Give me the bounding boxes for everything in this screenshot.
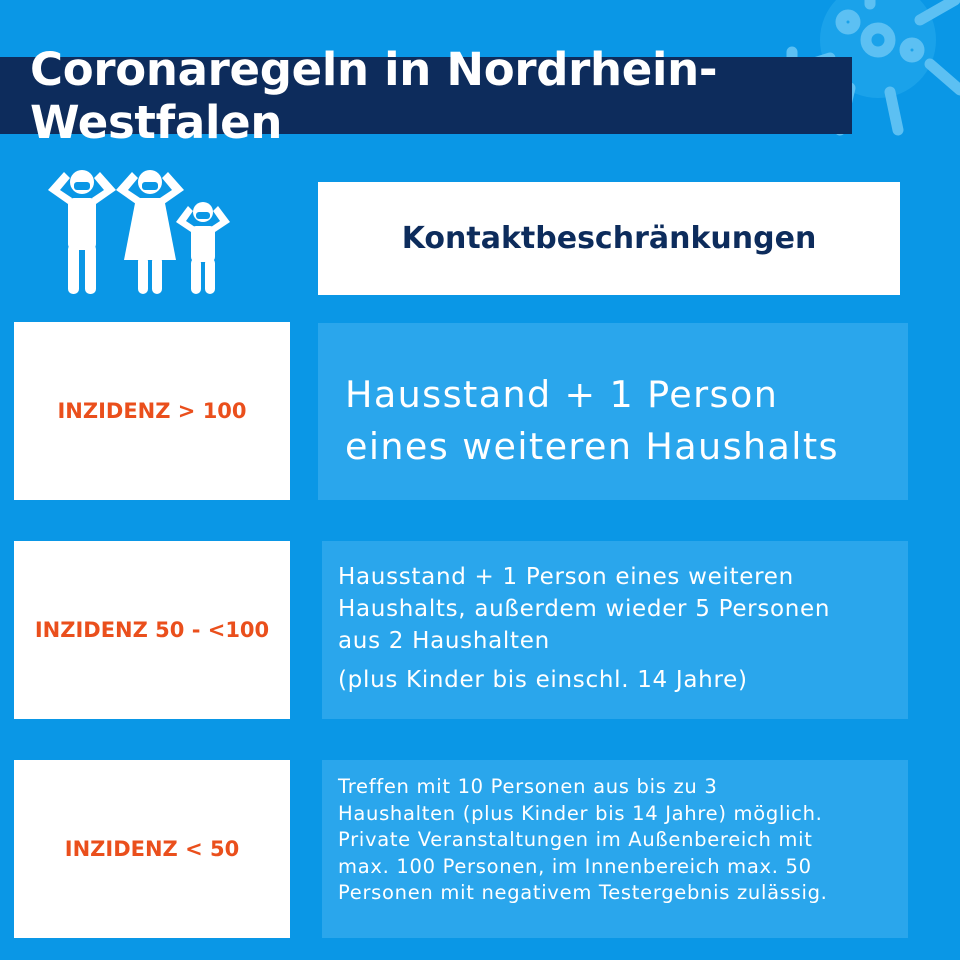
rule-text-over-100: Hausstand + 1 Person eines weiteren Haus… xyxy=(318,323,908,500)
rule-line: Hausstand + 1 Person xyxy=(345,373,779,416)
rule-text-50-to-100: Hausstand + 1 Person eines weiteren Haus… xyxy=(322,541,908,719)
masked-family-icon xyxy=(48,170,230,294)
rule-text-under-50: Treffen mit 10 Personen aus bis zu 3 Hau… xyxy=(322,760,908,938)
rule-line: Hausstand + 1 Person eines weiteren xyxy=(338,564,794,590)
page-title: Coronaregeln in Nordrhein-Westfalen xyxy=(0,43,852,149)
rule-line: Private Veranstaltungen im Außenbereich … xyxy=(338,828,813,851)
rule-line: Personen mit negativem Testergebnis zulä… xyxy=(338,881,828,904)
rule-line: aus 2 Haushalten xyxy=(338,628,550,654)
rule-line: eines weiteren Haushalts xyxy=(345,425,839,468)
rule-line: Haushalts, außerdem wieder 5 Personen xyxy=(338,596,831,622)
rule-note: (plus Kinder bis einschl. 14 Jahre) xyxy=(338,667,748,693)
rule-line: Haushalten (plus Kinder bis 14 Jahre) mö… xyxy=(338,801,823,825)
incidence-label-under-50: INZIDENZ < 50 xyxy=(14,760,290,938)
section-header: Kontaktbeschränkungen xyxy=(318,182,900,295)
incidence-label-50-to-100: INZIDENZ 50 - <100 xyxy=(14,541,290,719)
rule-line: max. 100 Personen, im Innenbereich max. … xyxy=(338,854,812,878)
rule-line: Treffen mit 10 Personen aus bis zu 3 xyxy=(338,775,718,798)
incidence-label-over-100: INZIDENZ > 100 xyxy=(14,322,290,500)
